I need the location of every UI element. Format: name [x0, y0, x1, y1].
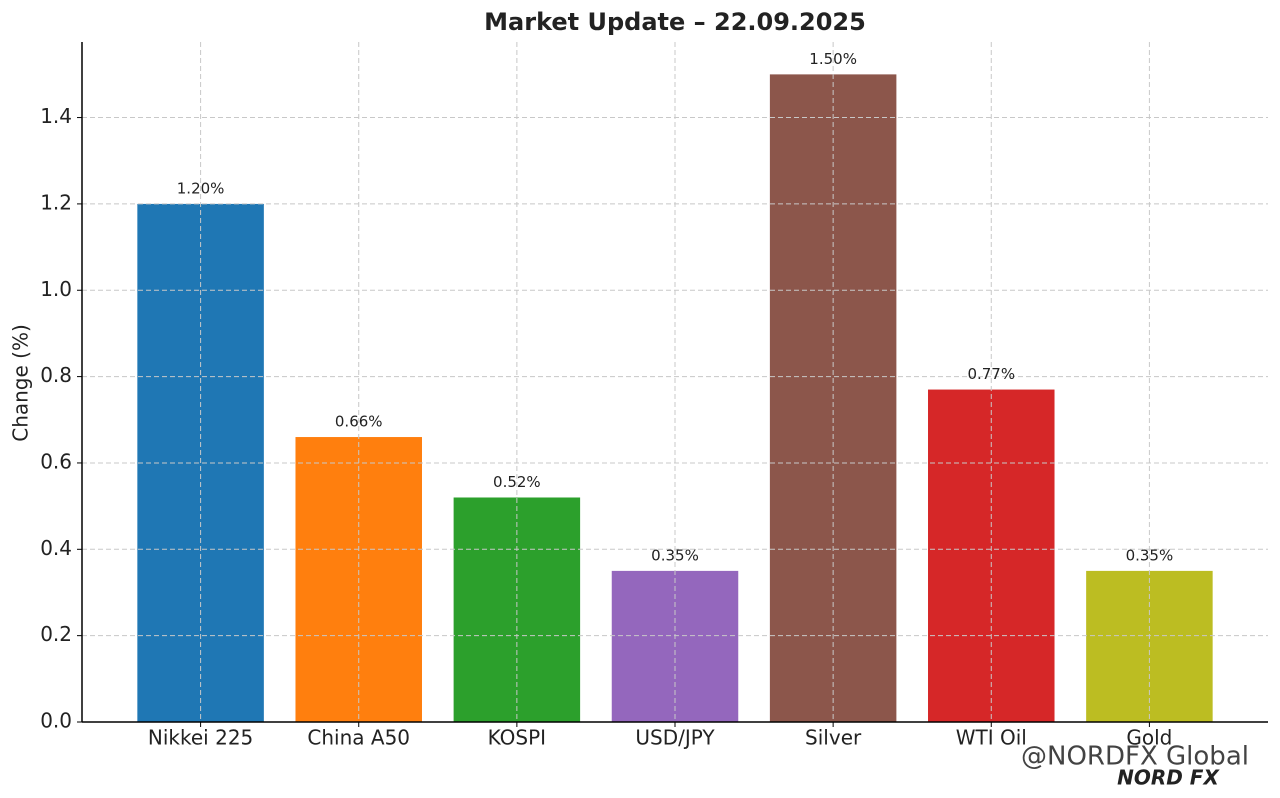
value-label: 0.77%	[967, 365, 1015, 383]
watermark: @NORDFX Global	[1021, 742, 1249, 772]
y-tick-label: 0.0	[40, 709, 72, 733]
y-tick-label: 0.2	[40, 622, 72, 646]
x-tick-label: WTI Oil	[956, 726, 1027, 750]
value-label: 0.35%	[651, 546, 699, 564]
value-label: 0.66%	[335, 413, 383, 431]
y-axis-label: Change (%)	[9, 324, 33, 442]
value-label: 1.20%	[177, 179, 225, 197]
logo: NORD FX	[1117, 766, 1220, 790]
value-label: 0.35%	[1126, 546, 1174, 564]
x-tick-label: USD/JPY	[635, 726, 715, 750]
y-tick-label: 0.4	[40, 536, 72, 560]
value-label: 0.52%	[493, 473, 541, 491]
chart-title: Market Update – 22.09.2025	[484, 8, 866, 36]
x-tick-label: KOSPI	[488, 726, 546, 750]
labels: 0.0 0.2 0.4 0.6 0.8 1.0 1.2 1.4 Nikkei 225 1.20% C…	[40, 50, 1173, 750]
x-tick-label: China A50	[307, 726, 410, 750]
x-tick-label: Silver	[805, 726, 862, 750]
x-tick-label: Gold	[1126, 726, 1172, 750]
y-tick-label: 0.8	[40, 363, 72, 387]
value-label: 1.50%	[809, 50, 857, 68]
y-tick-label: 1.4	[40, 104, 72, 128]
y-tick-label: 1.2	[40, 190, 72, 214]
y-tick-label: 1.0	[40, 277, 72, 301]
y-tick-label: 0.6	[40, 449, 72, 473]
x-tick-label: Nikkei 225	[148, 726, 253, 750]
